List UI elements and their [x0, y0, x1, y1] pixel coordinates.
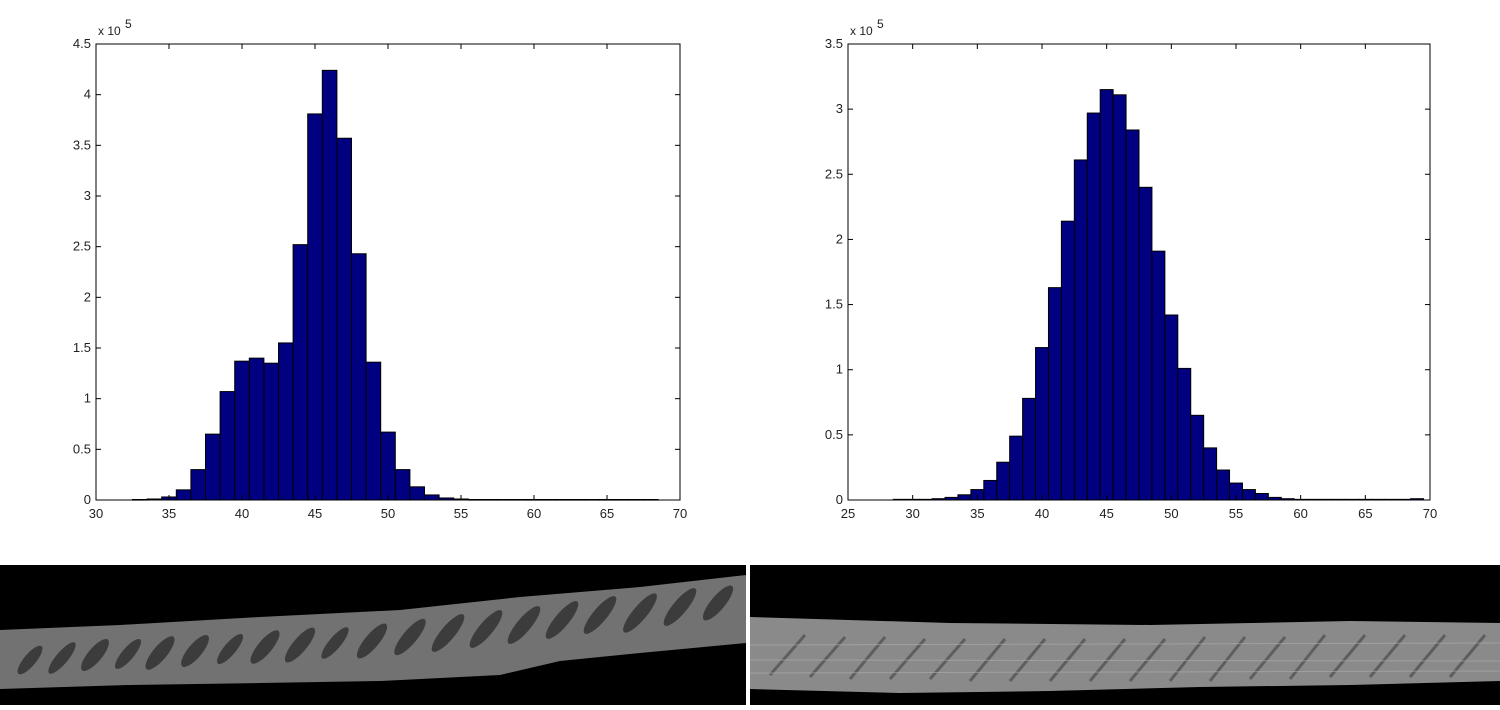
y-tick-label: 2.5	[73, 239, 91, 254]
axes-frame	[847, 43, 1431, 501]
histogram-bar	[1047, 287, 1062, 501]
histogram-bar	[996, 461, 1011, 501]
x-tick-label: 25	[841, 506, 855, 521]
histogram-bar	[1241, 489, 1256, 501]
y-exponent-power: 5	[877, 17, 884, 31]
y-tick-label: 0	[836, 492, 843, 507]
histogram-bar	[1164, 314, 1179, 501]
y-exponent-label: x 10	[850, 24, 873, 38]
y-tick-label: 1.5	[73, 340, 91, 355]
left-strip-image	[0, 565, 746, 705]
y-tick-label: 2.5	[825, 166, 843, 181]
x-tick-label: 30	[905, 506, 919, 521]
x-tick-label: 55	[1229, 506, 1243, 521]
y-tick-label: 1.5	[825, 297, 843, 312]
x-tick-label: 35	[970, 506, 984, 521]
y-tick-label: 3	[84, 188, 91, 203]
histogram-bar	[1203, 447, 1218, 501]
y-tick-label: 0.5	[825, 427, 843, 442]
y-tick-label: 3.5	[73, 137, 91, 152]
y-tick-label: 4.5	[73, 36, 91, 51]
histogram-bar	[1125, 129, 1140, 501]
histogram-bar	[1112, 94, 1127, 501]
y-tick-label: 1	[84, 391, 91, 406]
y-tick-label: 0	[84, 492, 91, 507]
x-tick-label: 55	[454, 506, 468, 521]
x-tick-label: 70	[1423, 506, 1437, 521]
plot-area	[96, 44, 680, 500]
right-histogram-chart: 25 30 35 40 45 50 55 60 65 70 0 0.5 1 1.5 2 2.5 3 3.5 x 10…	[825, 17, 1437, 521]
x-tick-label: 65	[600, 506, 614, 521]
histogram-bar	[957, 494, 972, 501]
histogram-bar	[1099, 89, 1114, 501]
y-tick-label: 0.5	[73, 441, 91, 456]
x-tick-label: 60	[527, 506, 541, 521]
x-tick-label: 40	[1035, 506, 1049, 521]
y-tick-label: 4	[84, 87, 91, 102]
histogram-bar	[1022, 397, 1037, 501]
x-tick-label: 70	[673, 506, 687, 521]
histogram-bar	[1073, 159, 1088, 501]
histogram-bar	[1060, 220, 1075, 501]
histogram-bar	[1138, 186, 1153, 501]
histogram-bar	[1254, 492, 1269, 501]
x-tick-label: 60	[1293, 506, 1307, 521]
x-tick-label: 45	[1099, 506, 1113, 521]
x-tick-label: 50	[1164, 506, 1178, 521]
left-histogram-chart: 30 35 40 45 50 55 60 65 70 0 0.5 1 1.5 2 2.5 3 3.5 4 4.5 x …	[73, 17, 687, 521]
histogram-bar	[1177, 367, 1192, 501]
histogram-bar	[983, 479, 998, 501]
x-tick-label: 40	[235, 506, 249, 521]
y-tick-label: 3	[836, 101, 843, 116]
histogram-bar	[1216, 469, 1231, 501]
x-tick-label: 50	[381, 506, 395, 521]
x-tick-label: 30	[89, 506, 103, 521]
histogram-bar	[1035, 347, 1049, 501]
histogram-bar	[1086, 112, 1101, 501]
y-tick-label: 3.5	[825, 36, 843, 51]
y-exponent-label: x 10	[98, 24, 121, 38]
y-tick-label: 1	[836, 362, 843, 377]
x-tick-label: 35	[162, 506, 176, 521]
x-tick-label: 45	[308, 506, 322, 521]
y-tick-label: 2	[836, 231, 843, 246]
y-tick-label: 2	[84, 289, 91, 304]
y-exponent-power: 5	[125, 17, 132, 31]
right-strip-image	[750, 565, 1500, 705]
x-tick-label: 65	[1358, 506, 1372, 521]
histogram-bar	[1151, 250, 1166, 501]
histogram-bar	[1190, 414, 1205, 501]
histogram-bar	[1009, 435, 1024, 501]
